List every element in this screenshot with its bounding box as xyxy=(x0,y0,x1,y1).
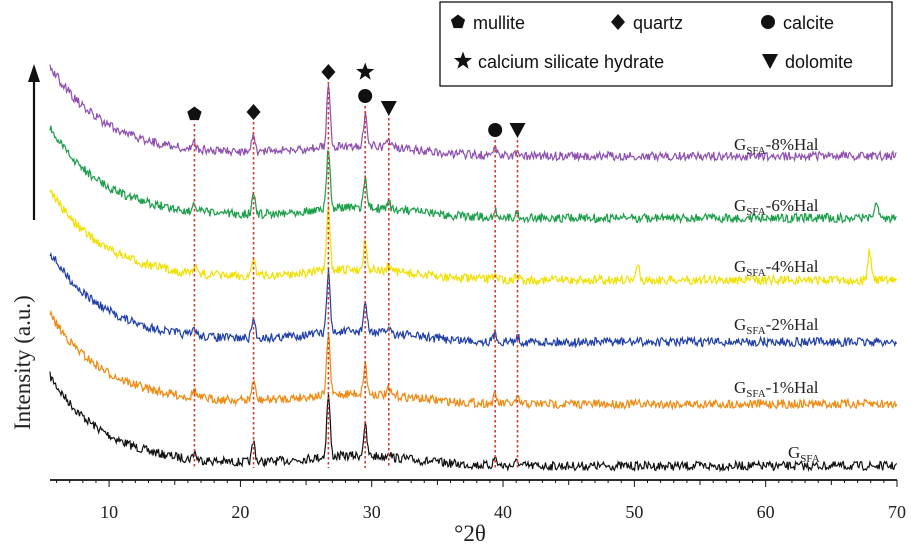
diamond-marker xyxy=(321,64,336,80)
triangle-down-marker xyxy=(509,123,526,138)
series-labels: GSFA GSFA-1%Hal GSFA-2%Hal GSFA-4%Hal GSFA-6… xyxy=(734,135,820,465)
legend-label: calcite xyxy=(783,13,834,33)
series-label: GSFA-1%Hal xyxy=(734,378,819,400)
triangle-down-marker xyxy=(380,101,397,116)
legend-box xyxy=(439,1,893,87)
reference-lines xyxy=(187,62,526,468)
triangle-down-marker xyxy=(762,54,778,69)
x-tick-label: 30 xyxy=(363,502,381,522)
x-tick-label: 20 xyxy=(231,502,249,522)
x-axis-title: °2θ xyxy=(454,521,486,546)
legend-label: calcium silicate hydrate xyxy=(478,52,664,72)
x-tick-label: 40 xyxy=(494,502,512,522)
x-axis: 10 20 30 40 50 60 70 xyxy=(50,479,906,522)
circle-marker xyxy=(761,15,775,29)
series-line xyxy=(49,189,898,287)
series-line xyxy=(49,64,897,163)
series-line xyxy=(49,125,897,225)
series-label: GSFA xyxy=(788,443,820,465)
series-label: GSFA-6%Hal xyxy=(734,196,819,218)
diamond-marker xyxy=(246,104,261,120)
y-axis-title: Intensity (a.u.) xyxy=(10,295,35,430)
series-line xyxy=(49,309,898,411)
legend-label: mullite xyxy=(473,13,525,33)
circle-marker xyxy=(358,89,373,103)
pentagon-marker xyxy=(187,106,202,121)
legend-label: dolomite xyxy=(785,52,853,72)
legend-label: quartz xyxy=(633,13,683,33)
circle-marker xyxy=(488,123,503,137)
legend: mullite quartz calcite calcium silicate hyd… xyxy=(439,1,893,87)
diamond-marker xyxy=(611,14,625,30)
y-axis-arrow xyxy=(28,64,40,220)
x-tick-label: 10 xyxy=(100,502,118,522)
pentagon-marker xyxy=(450,14,466,29)
x-tick-label: 50 xyxy=(625,502,643,522)
series-label: GSFA-4%Hal xyxy=(734,257,819,279)
series-layer xyxy=(49,64,898,473)
series-line xyxy=(49,371,898,473)
star-marker xyxy=(454,51,472,69)
series-label: GSFA-2%Hal xyxy=(734,315,819,337)
x-tick-label: 70 xyxy=(888,502,906,522)
x-tick-label: 60 xyxy=(757,502,775,522)
star-marker xyxy=(356,62,375,80)
series-label: GSFA-8%Hal xyxy=(734,135,819,157)
series-line xyxy=(49,251,898,349)
